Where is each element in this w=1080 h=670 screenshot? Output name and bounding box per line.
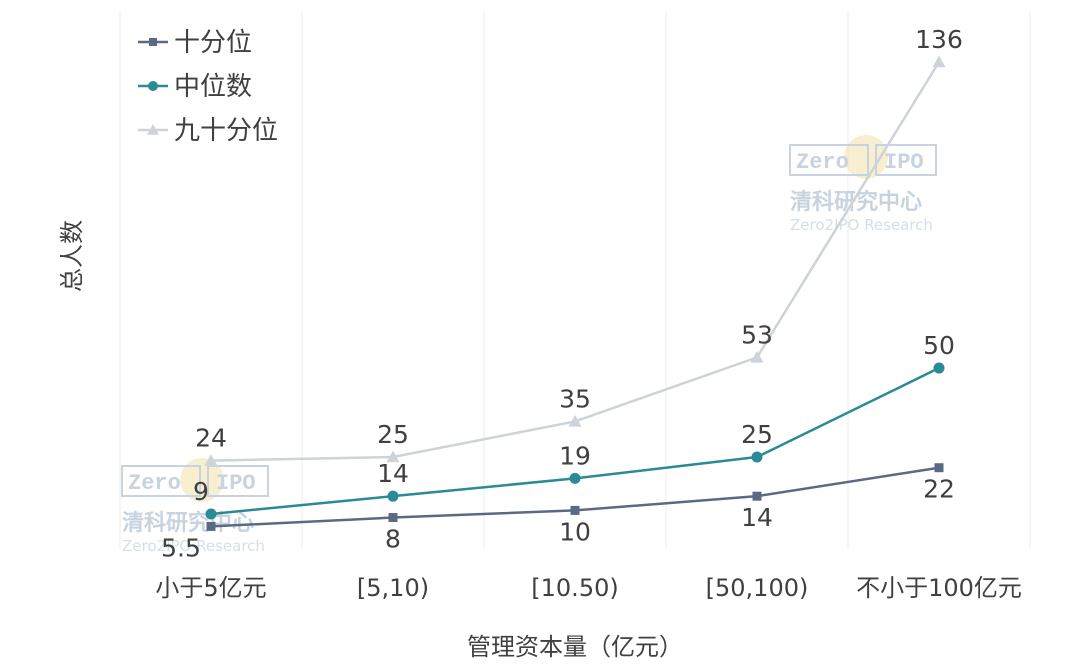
data-label: 35 bbox=[559, 384, 591, 413]
data-point-marker bbox=[570, 505, 580, 515]
data-label: 14 bbox=[741, 503, 773, 532]
data-label: 8 bbox=[385, 525, 401, 554]
series-1 bbox=[205, 362, 945, 520]
svg-text:清科研究中心: 清科研究中心 bbox=[790, 189, 922, 215]
x-tick-label: [50,100) bbox=[706, 574, 809, 602]
data-labels: 24 25 35 53 136 9 14 19 25 50 5.5 8 10 14 22 bbox=[161, 25, 963, 562]
data-label: 24 bbox=[195, 424, 227, 453]
svg-text:IPO: IPO bbox=[884, 150, 924, 175]
data-point-marker bbox=[932, 55, 946, 68]
data-point-marker bbox=[750, 350, 764, 363]
legend-label: 九十分位 bbox=[174, 116, 278, 146]
vertical-gridlines bbox=[119, 12, 1031, 548]
data-label: 9 bbox=[193, 477, 209, 506]
data-label: 136 bbox=[915, 25, 963, 54]
data-point-marker bbox=[149, 38, 157, 46]
data-point-marker bbox=[147, 124, 159, 135]
data-point-marker bbox=[934, 463, 944, 473]
series-0 bbox=[206, 463, 944, 531]
legend-item: 中位数 bbox=[138, 72, 252, 102]
data-label: 5.5 bbox=[161, 533, 201, 562]
legend-label: 中位数 bbox=[174, 72, 252, 102]
data-point-marker bbox=[933, 362, 945, 374]
data-point-marker bbox=[206, 521, 216, 531]
data-point-marker bbox=[388, 513, 398, 523]
svg-text:Zero2IPO Research: Zero2IPO Research bbox=[122, 537, 265, 555]
data-point-marker bbox=[386, 450, 400, 463]
x-tick-label: [5,10) bbox=[357, 574, 429, 602]
legend-item: 十分位 bbox=[138, 28, 252, 58]
data-point-marker bbox=[148, 81, 158, 91]
data-label: 22 bbox=[923, 475, 955, 504]
svg-text:Zero: Zero bbox=[796, 150, 849, 175]
legend-item: 九十分位 bbox=[138, 116, 278, 146]
data-point-marker bbox=[568, 414, 582, 427]
svg-text:清科研究中心: 清科研究中心 bbox=[122, 510, 254, 536]
data-label: 53 bbox=[741, 320, 773, 349]
data-point-marker bbox=[205, 508, 217, 520]
data-label: 50 bbox=[923, 331, 955, 360]
svg-text:IPO: IPO bbox=[216, 471, 256, 496]
x-axis-ticks: 小于5亿元 [5,10) [10.50) [50,100) 不小于100亿元 bbox=[155, 574, 1022, 602]
data-label: 25 bbox=[741, 420, 773, 449]
watermark-logo: Zero IPO 清科研究中心 Zero2IPO Research bbox=[121, 458, 269, 555]
svg-text:Zero: Zero bbox=[128, 471, 181, 496]
data-point-marker bbox=[751, 451, 763, 463]
series-layer bbox=[204, 55, 946, 531]
data-point-marker bbox=[204, 454, 218, 466]
x-axis-title: 管理资本量（亿元） bbox=[467, 633, 683, 661]
data-label: 10 bbox=[559, 517, 591, 546]
watermark-logo: Zero IPO 清科研究中心 Zero2IPO Research bbox=[789, 135, 937, 234]
data-point-marker bbox=[752, 491, 762, 501]
data-point-marker bbox=[569, 472, 581, 484]
data-point-marker bbox=[387, 490, 399, 502]
legend-label: 十分位 bbox=[174, 28, 252, 58]
x-tick-label: 小于5亿元 bbox=[155, 574, 266, 602]
svg-text:Zero2IPO Research: Zero2IPO Research bbox=[790, 216, 933, 234]
data-label: 25 bbox=[377, 420, 409, 449]
data-label: 14 bbox=[377, 459, 409, 488]
x-tick-label: [10.50) bbox=[531, 574, 618, 602]
y-axis-title: 总人数 bbox=[58, 220, 86, 292]
x-tick-label: 不小于100亿元 bbox=[856, 574, 1022, 602]
data-label: 19 bbox=[559, 441, 591, 470]
series-2 bbox=[204, 55, 946, 466]
